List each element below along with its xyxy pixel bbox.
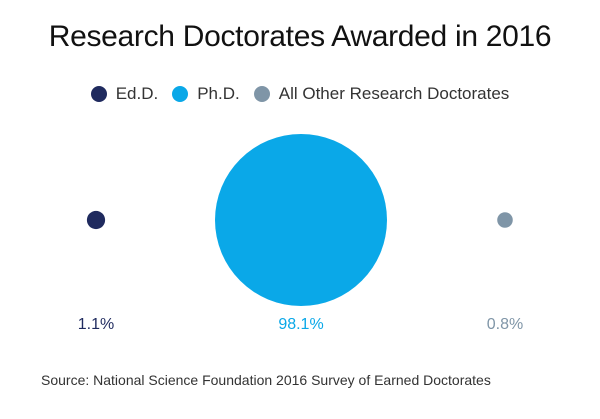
legend-label-other: All Other Research Doctorates bbox=[278, 84, 510, 103]
legend-item-edd: Ed.D. bbox=[90, 84, 159, 104]
bubble-other bbox=[497, 212, 513, 228]
legend-label-phd: Ph.D. bbox=[197, 84, 240, 103]
data-label-phd: 98.1% bbox=[278, 316, 323, 333]
legend-marker-phd bbox=[172, 86, 189, 102]
legend-marker-other bbox=[253, 86, 270, 102]
chart-legend: Ed.D. Ph.D. All Other Research Doctorate… bbox=[0, 84, 600, 104]
legend-label-edd: Ed.D. bbox=[115, 84, 159, 103]
bubble-edd bbox=[86, 210, 106, 230]
data-label-edd: 1.1% bbox=[78, 316, 114, 333]
legend-item-phd: Ph.D. bbox=[172, 84, 240, 104]
bubble-phd bbox=[215, 134, 387, 306]
data-label-other: 0.8% bbox=[487, 316, 523, 333]
legend-item-other: All Other Research Doctorates bbox=[253, 84, 510, 104]
legend-marker-edd bbox=[90, 86, 107, 102]
chart-title: Research Doctorates Awarded in 2016 bbox=[48, 20, 552, 53]
source-note: Source: National Science Foundation 2016… bbox=[41, 372, 491, 388]
